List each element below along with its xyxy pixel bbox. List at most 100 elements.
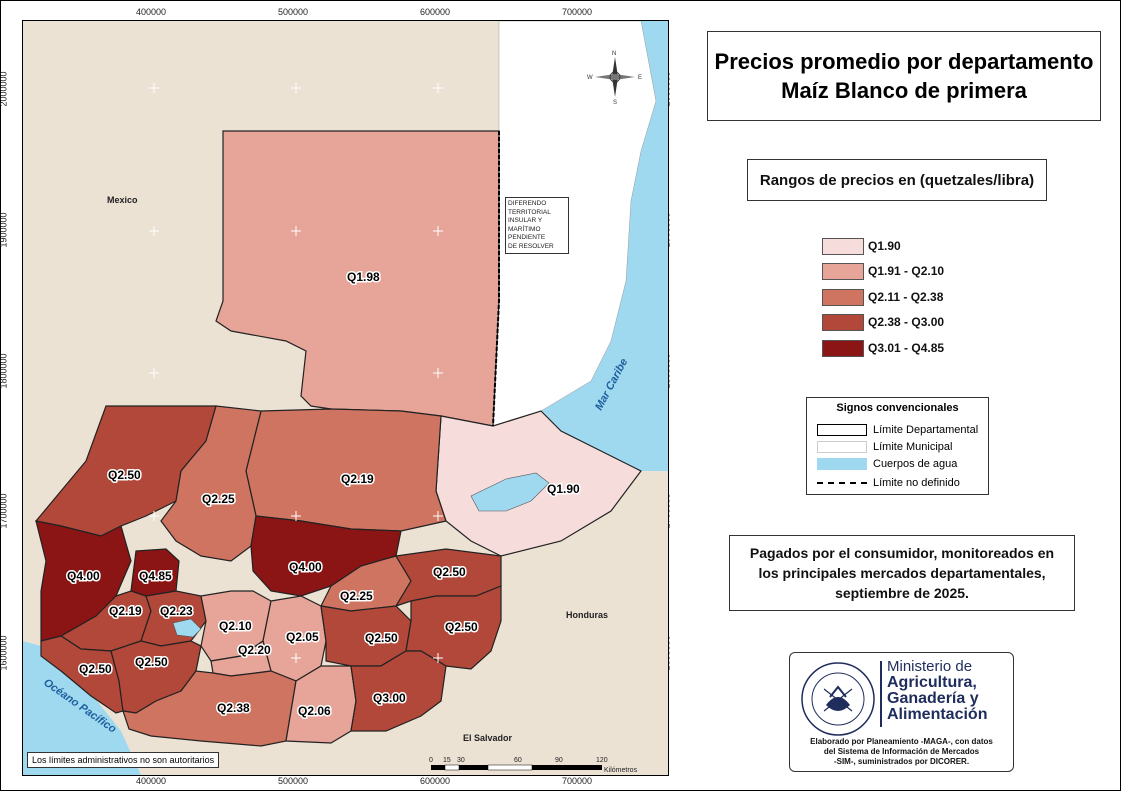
legend-swatch <box>822 262 864 280</box>
symbol-label: Límite Municipal <box>873 441 953 453</box>
pacific-ocean <box>23 641 141 775</box>
department-solola <box>140 590 207 647</box>
scale-unit: Kilómetros <box>604 767 638 774</box>
legend-label: Q1.91 - Q2.10 <box>868 264 945 278</box>
y-tick-left: 1900000 <box>0 212 9 248</box>
price-label-chiquimula: Q2.50 <box>445 620 478 634</box>
price-label-totonicapan: Q4.85 <box>139 569 172 583</box>
note-line: los principales mercados departamentales… <box>758 565 1046 581</box>
scale-label: 120 <box>596 757 608 764</box>
diferendo-note: DIFERENDO TERRITORIAL INSULAR Y MARÍTIMO… <box>505 197 569 254</box>
legend-label: Q2.11 - Q2.38 <box>868 290 944 304</box>
price-label-quetzaltenango: Q2.19 <box>109 604 142 618</box>
symbols-heading: Signos convencionales <box>836 402 959 414</box>
price-label-el-progreso: Q2.25 <box>340 589 373 603</box>
scale-label: 15 <box>443 757 451 764</box>
x-tick-top: 600000 <box>420 7 451 17</box>
amatique-bay <box>541 411 668 471</box>
y-tick-left: 1800000 <box>0 353 9 389</box>
country-label-mexico: Mexico <box>107 195 138 205</box>
department-escuintla <box>122 670 297 747</box>
scale-bar: 0 15 30 60 90 120 Kilómetros <box>429 757 638 774</box>
source-note: Pagados por el consumidor, monitoreados … <box>729 535 1075 611</box>
map-svg: N S E W Mexico Honduras El Salvador Mar … <box>23 21 668 775</box>
municipal-boundary-symbol <box>817 441 867 453</box>
price-label-jalapa: Q2.50 <box>365 631 398 645</box>
legend-swatch <box>822 313 864 331</box>
price-label-huehuetenango: Q2.50 <box>108 468 141 482</box>
legend-label: Q3.01 - Q4.85 <box>868 341 945 355</box>
south-label: S <box>613 100 617 106</box>
x-tick-top: 400000 <box>136 7 167 17</box>
symbol-label: Límite Departamental <box>873 424 979 436</box>
symbol-row: Cuerpos de agua <box>817 458 957 470</box>
department-jutiapa <box>350 650 447 732</box>
north-label: N <box>612 51 616 57</box>
west-label: W <box>587 75 593 81</box>
logo-divider <box>880 661 882 727</box>
symbol-row: Límite no definido <box>817 477 960 489</box>
departmental-boundary-symbol <box>817 424 867 436</box>
y-tick-left: 1600000 <box>0 635 9 671</box>
price-label-zacapa: Q2.50 <box>433 565 466 579</box>
legend-swatch <box>822 339 864 357</box>
legend-item: Q2.11 - Q2.38 <box>822 287 943 307</box>
department-chiquimula <box>405 585 502 670</box>
legend-item: Q1.90 <box>822 236 901 256</box>
legend-item: Q3.01 - Q4.85 <box>822 338 944 358</box>
scale-label: 0 <box>429 757 433 764</box>
x-tick-top: 700000 <box>562 7 593 17</box>
lake-izabal <box>470 472 550 512</box>
caribbean-sea <box>541 21 668 461</box>
north-arrow-icon: N S E W <box>587 51 642 106</box>
legend-item: Q1.91 - Q2.10 <box>822 261 944 281</box>
legend-label: Q1.90 <box>868 239 901 253</box>
price-label-alta-verapaz: Q2.19 <box>341 472 374 486</box>
legend-swatch <box>822 237 864 255</box>
lake-atitlan <box>172 618 202 638</box>
water-body-symbol <box>817 458 867 470</box>
ministry-name: Ministerio de Agricultura, Ganadería y A… <box>887 658 988 723</box>
y-tick-left: 1700000 <box>0 493 9 529</box>
x-tick-bottom: 700000 <box>562 776 593 786</box>
price-label-peten: Q1.98 <box>347 270 380 284</box>
note-line: septiembre de 2025. <box>835 585 969 601</box>
credit-note: Elaborado por Planeamiento -MAGA-, con d… <box>810 737 993 766</box>
x-tick-top: 500000 <box>278 7 309 17</box>
country-label-honduras: Honduras <box>566 610 608 620</box>
price-label-sacatepequez: Q2.20 <box>238 643 271 657</box>
map-title: Precios promedio por departamento Maíz B… <box>707 31 1101 121</box>
x-tick-bottom: 600000 <box>420 776 451 786</box>
price-label-chimaltenango: Q2.10 <box>219 619 252 633</box>
undefined-boundary-symbol <box>817 482 867 484</box>
price-label-santa-rosa: Q2.06 <box>298 704 331 718</box>
disclaimer-note: Los límites administrativos no son autor… <box>27 752 220 768</box>
price-label-suchitepequez: Q2.50 <box>135 655 168 669</box>
price-label-quiche: Q2.25 <box>202 492 235 506</box>
legend-swatch <box>822 288 864 306</box>
price-label-jutiapa: Q3.00 <box>373 691 406 705</box>
symbols-legend: Signos convencionales Límite Departament… <box>806 397 989 495</box>
department-quiche <box>160 405 262 562</box>
scale-label: 30 <box>457 757 465 764</box>
price-label-retalhuleu: Q2.50 <box>79 662 112 676</box>
price-label-guatemala: Q2.05 <box>286 630 319 644</box>
legend-item: Q2.38 - Q3.00 <box>822 312 944 332</box>
price-label-baja-verapaz: Q4.00 <box>289 560 322 574</box>
legend-label: Q2.38 - Q3.00 <box>868 315 945 329</box>
undefined-boundary <box>492 131 500 427</box>
map-panel: N S E W Mexico Honduras El Salvador Mar … <box>22 20 669 776</box>
y-tick-left: 2000000 <box>0 71 9 107</box>
symbol-row: Límite Municipal <box>817 441 952 453</box>
note-line: Pagados por el consumidor, monitoreados … <box>749 545 1055 561</box>
department-alta-verapaz <box>245 408 447 532</box>
guatemala-seal-icon <box>801 662 875 736</box>
symbol-row: Límite Departamental <box>817 424 978 436</box>
title-line-2: Maíz Blanco de primera <box>781 78 1027 103</box>
title-line-1: Precios promedio por departamento <box>714 49 1094 74</box>
scale-label: 90 <box>555 757 563 764</box>
symbol-label: Límite no definido <box>873 477 960 489</box>
east-label: E <box>638 75 642 81</box>
country-label-el-salvador: El Salvador <box>463 733 513 743</box>
